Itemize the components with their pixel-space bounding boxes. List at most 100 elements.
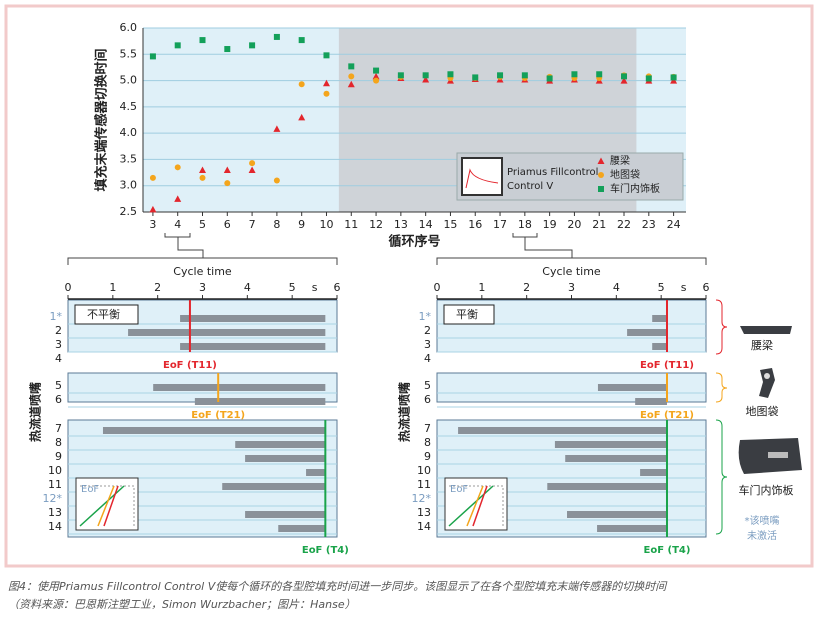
x-tick-label: 24 bbox=[667, 218, 681, 231]
bar bbox=[180, 315, 326, 322]
row-label: 13 bbox=[48, 506, 62, 519]
connector bbox=[67, 233, 338, 265]
row-label: 9 bbox=[55, 450, 62, 463]
eof-label: EoF (T4) bbox=[302, 545, 349, 556]
x-unit: s bbox=[681, 281, 687, 294]
row-label: 3 bbox=[55, 338, 62, 351]
x-tick-label: 15 bbox=[443, 218, 457, 231]
marker bbox=[174, 164, 181, 171]
row-label: 10 bbox=[417, 464, 431, 477]
row-label: 2 bbox=[424, 324, 431, 337]
marker bbox=[273, 177, 280, 184]
x-tick-label: 13 bbox=[394, 218, 408, 231]
marker bbox=[645, 75, 652, 82]
marker bbox=[249, 160, 256, 167]
y-tick-label: 4.5 bbox=[120, 100, 138, 113]
x-tick-label: 21 bbox=[592, 218, 606, 231]
x-tick-label: 1 bbox=[478, 281, 485, 294]
legend-thumbnail bbox=[461, 157, 503, 196]
bar bbox=[652, 315, 667, 322]
x-axis-label: Cycle time bbox=[542, 265, 601, 278]
bar bbox=[194, 398, 326, 405]
inset-grid bbox=[80, 485, 135, 526]
x-tick-label: 1 bbox=[109, 281, 116, 294]
marker bbox=[347, 80, 355, 88]
inset-curve bbox=[97, 485, 115, 527]
bar bbox=[567, 511, 667, 518]
legend-label: 车门内饰板 bbox=[610, 182, 660, 195]
bar bbox=[245, 511, 326, 518]
box-label-frame bbox=[443, 304, 495, 325]
marker bbox=[223, 166, 231, 173]
brace bbox=[715, 372, 728, 403]
x-tick-label: 8 bbox=[273, 218, 280, 231]
x-tick-label: 20 bbox=[567, 218, 581, 231]
marker bbox=[224, 180, 231, 187]
inset-label: EoF bbox=[81, 484, 99, 495]
x-tick-label: 5 bbox=[658, 281, 665, 294]
marker bbox=[199, 166, 207, 173]
bar bbox=[597, 525, 667, 532]
marker bbox=[298, 37, 305, 44]
part-label: 地图袋 bbox=[746, 404, 779, 418]
row-label: 8 bbox=[424, 436, 431, 449]
x-tick-label: 23 bbox=[642, 218, 656, 231]
box-label: 平衡 bbox=[456, 308, 478, 321]
bar bbox=[458, 427, 667, 434]
part-icon bbox=[768, 452, 788, 458]
row-label: 11 bbox=[48, 478, 62, 491]
bar bbox=[554, 441, 667, 448]
row-label: 13 bbox=[417, 506, 431, 519]
y-tick-label: 5.0 bbox=[120, 74, 138, 87]
marker bbox=[249, 42, 256, 49]
y-tick-label: 2.5 bbox=[120, 205, 138, 218]
marker bbox=[348, 63, 355, 70]
part-icon bbox=[764, 373, 770, 379]
row-label: 6 bbox=[55, 393, 62, 406]
x-tick-label: 11 bbox=[344, 218, 358, 231]
x-tick-label: 18 bbox=[518, 218, 532, 231]
inset-curve bbox=[79, 485, 125, 527]
row-label: 14 bbox=[48, 520, 62, 533]
brace bbox=[715, 299, 728, 355]
legend-thumbnail bbox=[465, 168, 499, 189]
marker bbox=[199, 37, 206, 44]
y-tick-label: 5.5 bbox=[120, 47, 138, 60]
inset-curve bbox=[466, 485, 484, 527]
marker bbox=[447, 71, 454, 78]
row-label: 4 bbox=[55, 352, 62, 365]
marker bbox=[372, 72, 380, 80]
row-label: 8 bbox=[55, 436, 62, 449]
marker bbox=[422, 72, 429, 79]
x-tick-label: 0 bbox=[434, 281, 441, 294]
x-tick-label: 2 bbox=[154, 281, 161, 294]
inset-grid bbox=[449, 485, 504, 526]
row-label: 11 bbox=[417, 478, 431, 491]
marker bbox=[323, 52, 330, 59]
marker bbox=[670, 74, 677, 81]
bar bbox=[222, 483, 326, 490]
row-label: 9 bbox=[424, 450, 431, 463]
marker bbox=[620, 77, 628, 84]
row-label: 5 bbox=[424, 379, 431, 392]
marker bbox=[598, 186, 604, 192]
marker bbox=[199, 174, 206, 181]
marker bbox=[472, 74, 479, 81]
row-label: 1* bbox=[419, 310, 432, 323]
x-tick-label: 12 bbox=[369, 218, 383, 231]
x-tick-label: 22 bbox=[617, 218, 631, 231]
bar bbox=[597, 384, 667, 391]
row-label: 10 bbox=[48, 464, 62, 477]
x-axis-label: 循环序号 bbox=[388, 234, 440, 250]
marker bbox=[224, 46, 231, 53]
eof-label: EoF (T11) bbox=[640, 360, 694, 371]
x-tick-label: 3 bbox=[199, 281, 206, 294]
y-tick-label: 3.5 bbox=[120, 152, 138, 165]
part-icon bbox=[759, 368, 775, 398]
legend-inset-text: Priamus Fillcontrol bbox=[507, 167, 598, 178]
y-tick-label: 4.0 bbox=[120, 126, 138, 139]
box-label-frame bbox=[74, 304, 139, 325]
x-tick-label: 6 bbox=[334, 281, 341, 294]
marker bbox=[298, 113, 306, 121]
